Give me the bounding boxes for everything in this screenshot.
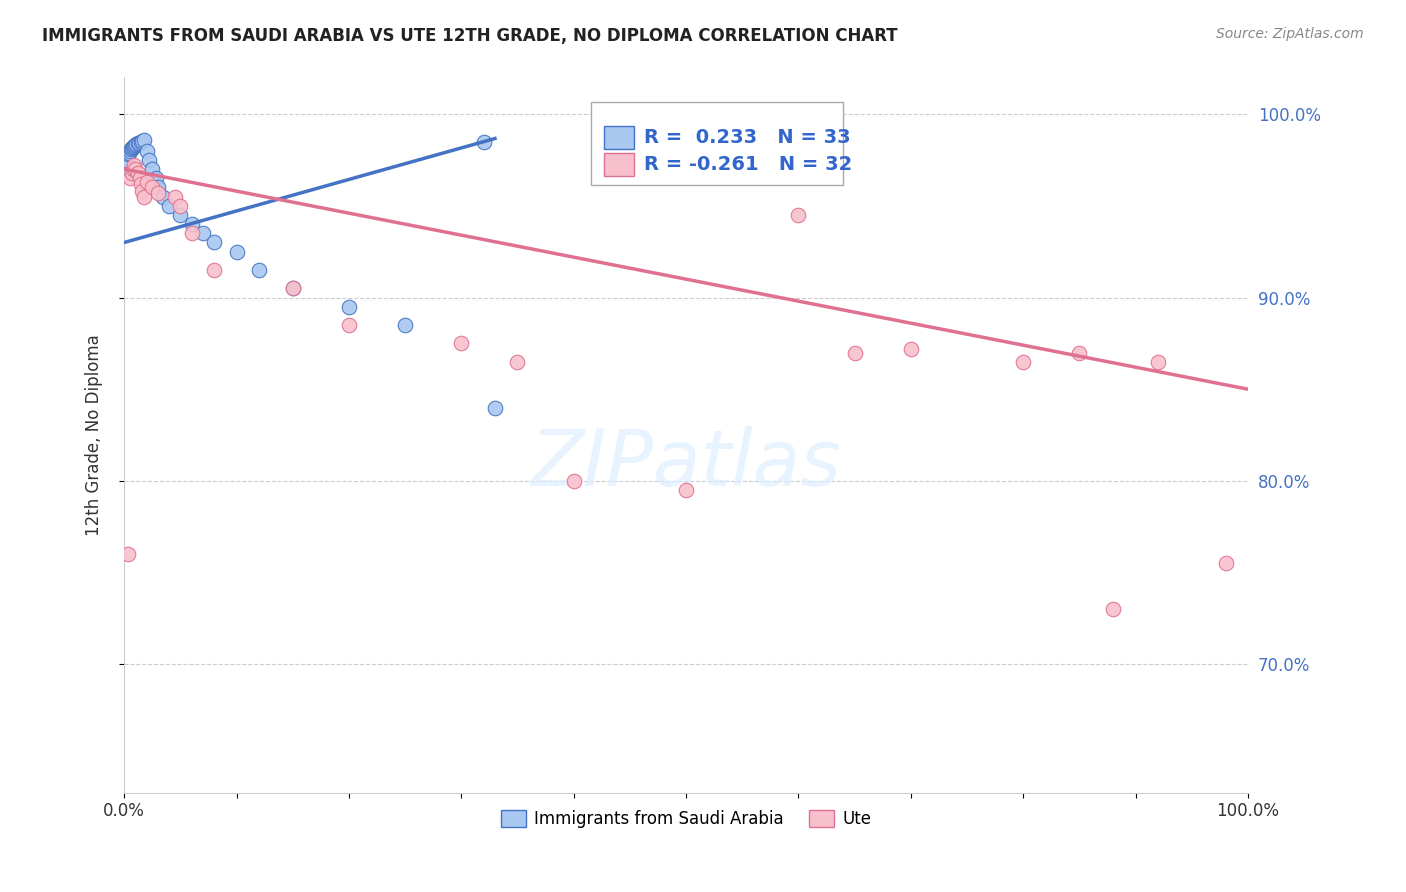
Point (125, 137, 148, 152)
Point (127, 136, 149, 151)
Point (484, 401, 506, 415)
Point (121, 166, 143, 180)
Point (450, 336, 472, 351)
Point (124, 162, 146, 177)
Point (247, 263, 270, 277)
Point (141, 162, 163, 177)
Point (1012, 354, 1035, 368)
Text: IMMIGRANTS FROM SAUDI ARABIA VS UTE 12TH GRADE, NO DIPLOMA CORRELATION CHART: IMMIGRANTS FROM SAUDI ARABIA VS UTE 12TH… (42, 27, 898, 45)
Point (152, 189, 174, 203)
Point (180, 227, 202, 241)
Point (180, 217, 202, 231)
Point (675, 483, 697, 497)
Text: Source: ZipAtlas.com: Source: ZipAtlas.com (1216, 27, 1364, 41)
Point (146, 186, 169, 200)
Point (1147, 354, 1170, 368)
FancyBboxPatch shape (591, 103, 844, 185)
Point (129, 135, 152, 149)
Point (128, 136, 150, 150)
Point (472, 135, 495, 149)
Point (281, 281, 304, 295)
Point (900, 342, 922, 356)
Point (124, 138, 146, 153)
Point (128, 171, 150, 186)
Point (202, 263, 225, 277)
Point (122, 162, 145, 177)
Point (129, 177, 152, 191)
Point (191, 227, 214, 241)
Point (1102, 602, 1125, 616)
Point (337, 300, 360, 314)
Point (135, 175, 157, 189)
Point (115, 153, 138, 167)
Point (122, 139, 145, 153)
Point (131, 184, 153, 198)
Point (163, 189, 186, 203)
Point (337, 318, 360, 332)
FancyBboxPatch shape (605, 126, 634, 149)
Point (145, 171, 167, 186)
Point (1215, 557, 1237, 571)
Point (127, 166, 149, 180)
Point (121, 141, 143, 155)
Point (562, 474, 585, 488)
Point (120, 142, 142, 156)
Point (134, 189, 156, 203)
Point (157, 199, 180, 213)
Point (131, 134, 153, 148)
Text: R = -0.261   N = 32: R = -0.261 N = 32 (644, 155, 852, 174)
Point (225, 244, 247, 259)
Point (202, 235, 225, 250)
Point (117, 145, 139, 160)
Point (122, 159, 145, 173)
Point (844, 345, 866, 359)
Point (141, 180, 163, 194)
FancyBboxPatch shape (605, 153, 634, 176)
Point (134, 133, 156, 147)
Point (506, 354, 529, 368)
Point (169, 199, 191, 213)
Point (135, 144, 157, 158)
Legend: Immigrants from Saudi Arabia, Ute: Immigrants from Saudi Arabia, Ute (495, 803, 877, 834)
Point (117, 547, 139, 561)
Text: ZIPatlas: ZIPatlas (530, 425, 842, 501)
Point (146, 180, 169, 194)
Point (138, 153, 160, 167)
Point (118, 144, 141, 158)
Point (394, 318, 416, 332)
Point (1069, 345, 1091, 359)
Point (787, 208, 810, 222)
Y-axis label: 12th Grade, No Diploma: 12th Grade, No Diploma (86, 334, 103, 536)
Point (281, 281, 304, 295)
Point (169, 208, 191, 222)
Point (122, 140, 145, 154)
Point (118, 171, 141, 186)
Point (117, 147, 139, 161)
Text: R =  0.233   N = 33: R = 0.233 N = 33 (644, 128, 851, 147)
